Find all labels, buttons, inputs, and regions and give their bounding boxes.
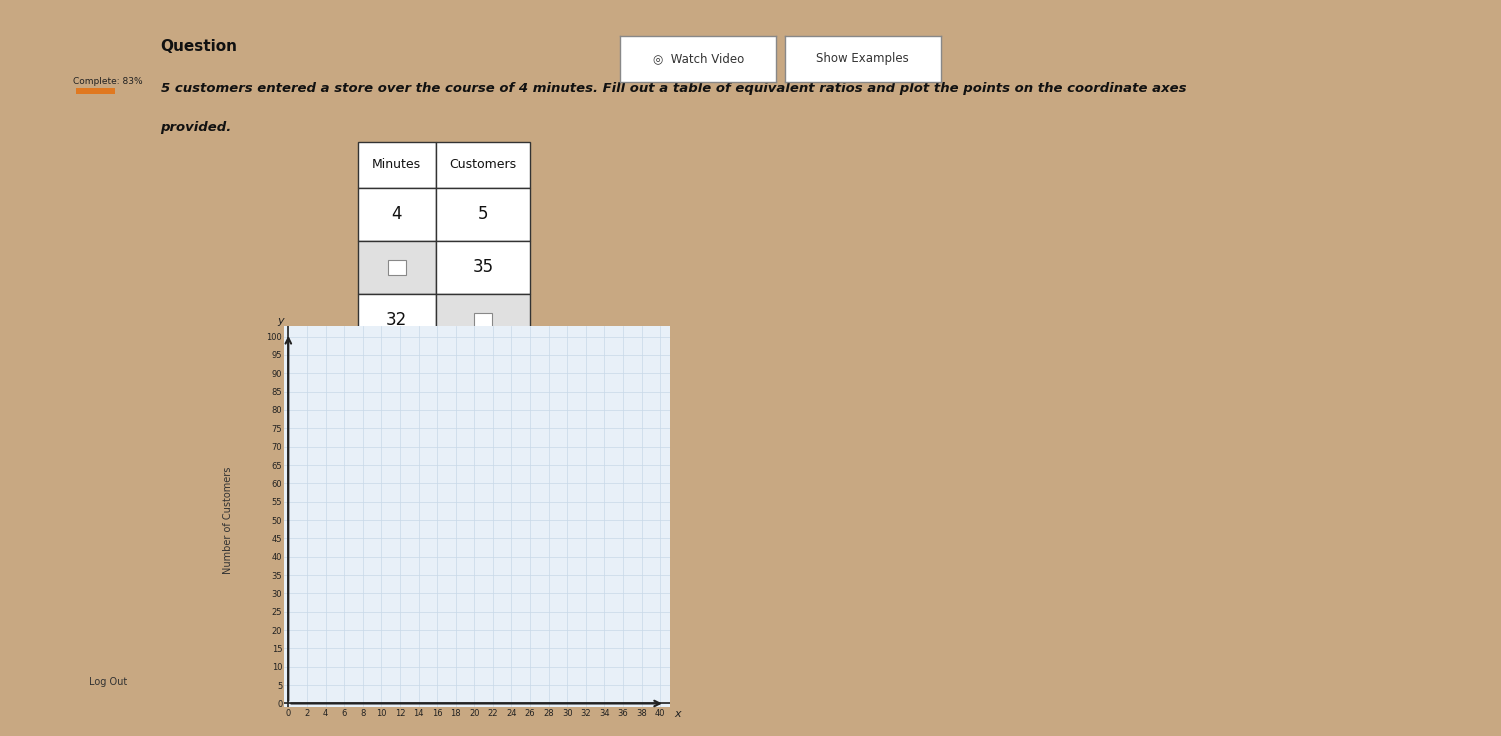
FancyBboxPatch shape bbox=[435, 294, 530, 347]
FancyBboxPatch shape bbox=[387, 260, 405, 275]
FancyBboxPatch shape bbox=[474, 313, 492, 328]
Bar bbox=[75, 88, 116, 94]
FancyBboxPatch shape bbox=[357, 241, 435, 294]
FancyBboxPatch shape bbox=[357, 142, 435, 188]
FancyBboxPatch shape bbox=[357, 188, 435, 241]
Text: 32: 32 bbox=[386, 311, 407, 329]
FancyBboxPatch shape bbox=[357, 294, 435, 347]
Text: ◎  Watch Video: ◎ Watch Video bbox=[653, 52, 744, 66]
Text: 35: 35 bbox=[473, 258, 494, 276]
Text: Customers: Customers bbox=[449, 158, 516, 171]
Text: Number of Customers: Number of Customers bbox=[222, 467, 233, 574]
Text: Minutes: Minutes bbox=[372, 158, 422, 171]
Text: x: x bbox=[674, 709, 681, 719]
FancyBboxPatch shape bbox=[435, 188, 530, 241]
Text: 4: 4 bbox=[392, 205, 402, 223]
FancyBboxPatch shape bbox=[435, 241, 530, 294]
Text: provided.: provided. bbox=[161, 121, 231, 134]
Text: Log Out: Log Out bbox=[89, 677, 128, 687]
FancyBboxPatch shape bbox=[435, 142, 530, 188]
Text: Show Examples: Show Examples bbox=[817, 52, 910, 66]
Text: Question: Question bbox=[161, 40, 237, 54]
Text: 5 customers entered a store over the course of 4 minutes. Fill out a table of eq: 5 customers entered a store over the cou… bbox=[161, 82, 1186, 95]
Text: 5: 5 bbox=[477, 205, 488, 223]
Text: Complete: 83%: Complete: 83% bbox=[74, 77, 143, 86]
Text: y: y bbox=[278, 316, 284, 325]
